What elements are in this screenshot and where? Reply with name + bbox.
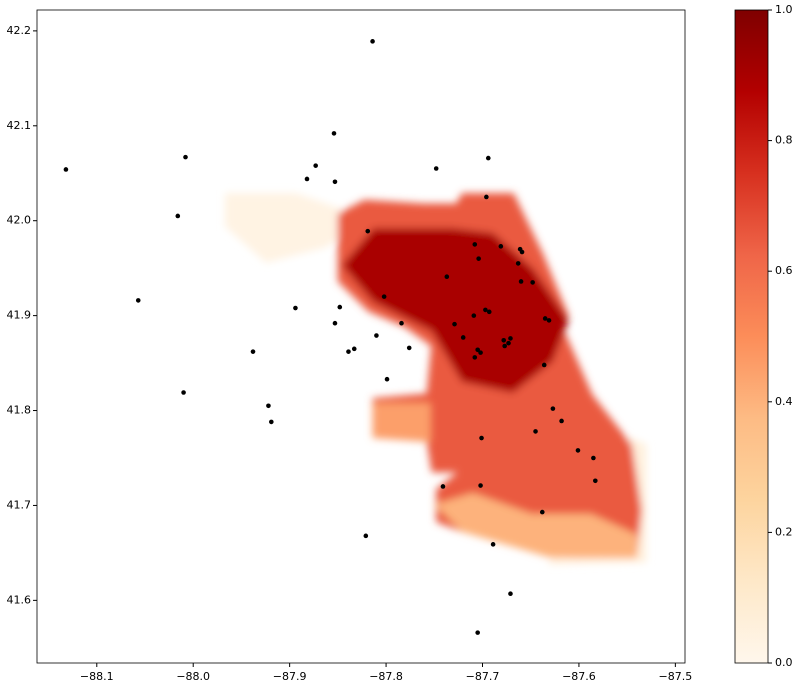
point (575, 448, 581, 453)
point (337, 304, 343, 310)
point (533, 429, 538, 434)
point (440, 484, 446, 489)
y-tick-label: 41.8 (7, 404, 32, 417)
point (518, 279, 524, 284)
point (559, 418, 564, 424)
point (472, 242, 478, 247)
colorbar-tick-label: 0.6 (775, 264, 793, 277)
point (250, 349, 256, 354)
point (485, 155, 491, 161)
hex-density (224, 193, 647, 565)
x-tick-label: −87.7 (466, 670, 500, 683)
point (293, 305, 298, 311)
point (433, 166, 439, 171)
point (63, 167, 69, 172)
point (515, 261, 521, 266)
x-tick-label: −87.9 (273, 670, 307, 683)
density-region (224, 193, 342, 263)
point (183, 154, 188, 160)
point (304, 176, 310, 182)
point (374, 333, 379, 338)
density-region (372, 402, 431, 443)
point (483, 307, 488, 313)
point (475, 630, 480, 635)
point (498, 244, 504, 249)
point (370, 39, 375, 44)
point (472, 355, 478, 360)
point (490, 542, 496, 547)
density-region (341, 228, 569, 393)
point (266, 403, 271, 409)
plot (63, 39, 598, 635)
point (539, 509, 545, 515)
point (332, 320, 338, 326)
point (384, 376, 390, 382)
point (346, 349, 351, 354)
point (351, 346, 357, 352)
x-tick-label: −88.0 (176, 670, 210, 683)
density-region (434, 492, 637, 558)
x-tick-label: −87.8 (369, 670, 403, 683)
point (593, 478, 598, 484)
y-tick-label: 42.0 (7, 214, 32, 227)
point (550, 406, 556, 411)
colorbar-tick-label: 0.2 (775, 525, 793, 538)
point (269, 419, 274, 425)
point (313, 163, 318, 168)
point (591, 455, 596, 461)
point (478, 483, 483, 488)
point (508, 591, 513, 597)
x-tick-label: −87.5 (658, 670, 692, 683)
x-tick-label: −88.1 (80, 670, 114, 683)
colorbar-tick-label: 0.8 (775, 134, 793, 147)
point (460, 335, 466, 340)
y-tick-label: 41.6 (7, 593, 32, 606)
point (541, 362, 547, 368)
point (502, 343, 507, 349)
point (444, 274, 450, 280)
point (546, 318, 552, 323)
point (478, 350, 483, 355)
point (452, 321, 457, 327)
y-tick-label: 41.7 (7, 498, 32, 511)
point (135, 298, 141, 303)
point (175, 213, 181, 219)
y-tick-label: 42.1 (7, 119, 32, 132)
x-tick-label: −87.6 (562, 670, 596, 683)
point (506, 340, 511, 346)
y-tick-label: 42.2 (7, 24, 32, 37)
colorbar (734, 9, 769, 664)
point (519, 249, 525, 255)
colorbar-tick-label: 0.4 (775, 395, 793, 408)
point (542, 316, 548, 321)
point (471, 313, 477, 318)
point (484, 194, 489, 200)
point (486, 309, 492, 315)
plot-frame (36, 9, 686, 664)
colorbar-tick-label: 0.0 (775, 656, 793, 669)
point (476, 256, 481, 261)
point (181, 390, 186, 395)
point (363, 533, 369, 539)
point (365, 228, 371, 234)
point (508, 336, 513, 341)
point (501, 337, 507, 343)
point (332, 179, 338, 185)
y-tick-label: 41.9 (7, 309, 32, 322)
point (475, 347, 480, 353)
colorbar-tick-label: 1.0 (775, 3, 793, 16)
point (530, 280, 535, 285)
point (406, 345, 412, 351)
point (399, 320, 404, 326)
point (331, 131, 337, 136)
point (381, 294, 387, 299)
point (479, 435, 484, 441)
